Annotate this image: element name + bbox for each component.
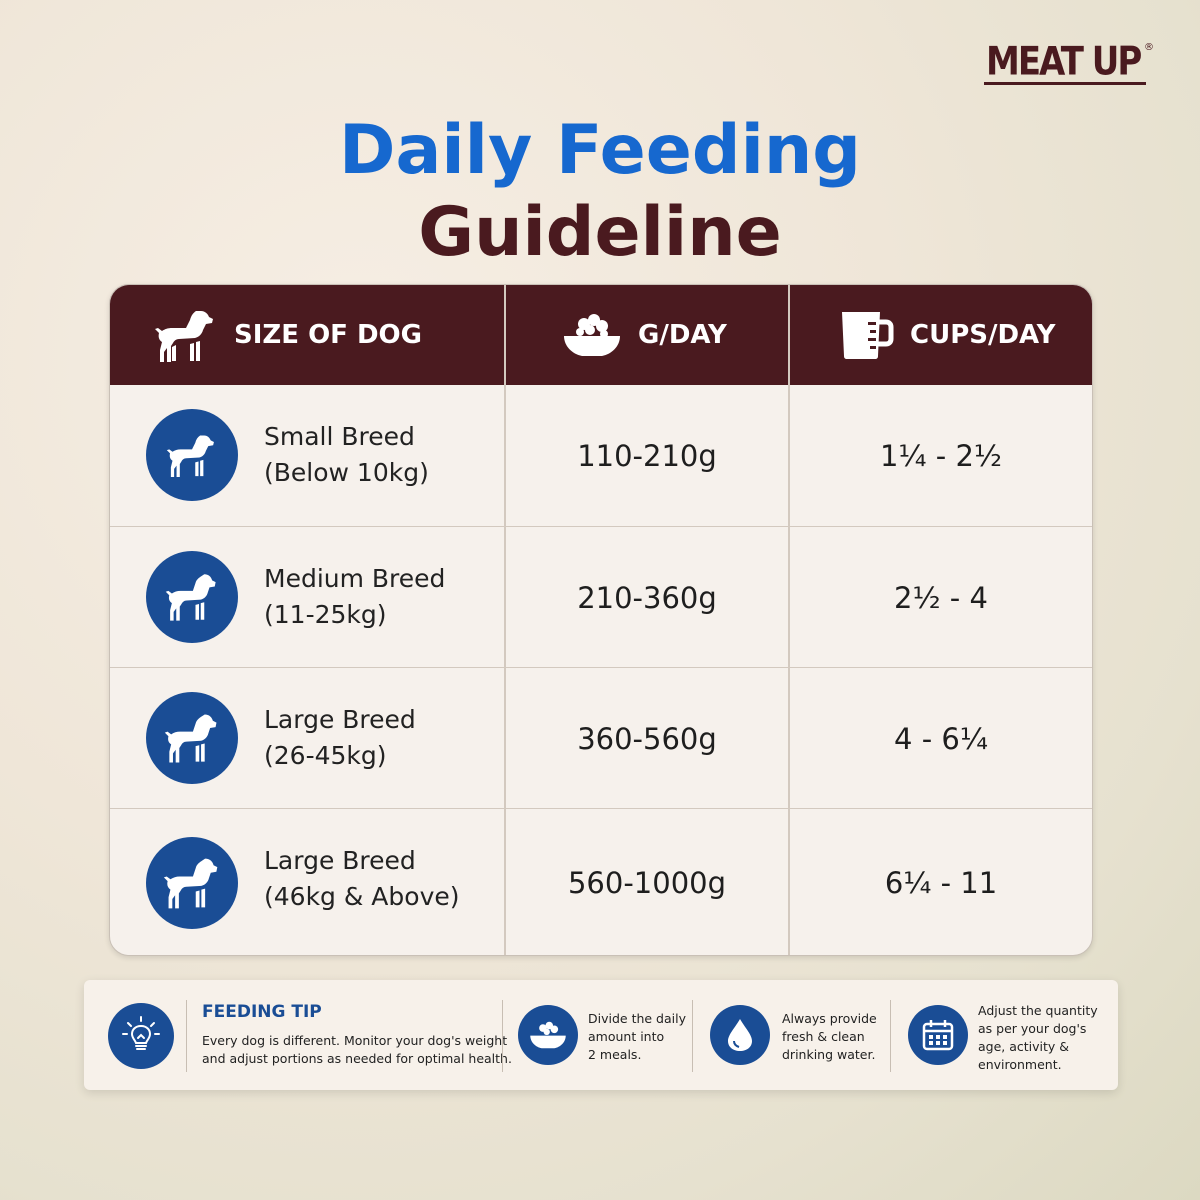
brand-name: MEAT UP — [986, 39, 1142, 85]
tip-text-line: Divide the daily — [588, 1011, 686, 1026]
water-tip-text: Always provide fresh & clean drinking wa… — [782, 1010, 877, 1064]
dog-badge — [146, 692, 238, 784]
dog-badge — [146, 551, 238, 643]
cups-per-day: 6¼ - 11 — [884, 865, 998, 900]
tip-divider — [692, 1000, 693, 1072]
feeding-tips-bar: FEEDING TIP Every dog is different. Moni… — [84, 980, 1118, 1090]
dog-badge — [146, 409, 238, 501]
table-row: Medium Breed (11-25kg) 210-360g 2½ - 4 — [110, 526, 1092, 668]
adjust-tip-text: Adjust the quantity as per your dog's ag… — [978, 1002, 1098, 1074]
breed-weight-range: (26-45kg) — [264, 741, 387, 770]
measuring-cup-icon — [842, 312, 894, 359]
feeding-tip-text: Every dog is different. Monitor your dog… — [202, 1032, 512, 1068]
brand-logo: MEAT UP ® — [978, 36, 1158, 92]
food-bowl-icon — [530, 1021, 566, 1049]
dog-badge — [146, 837, 238, 929]
column-divider — [504, 285, 506, 955]
title-line-2: Guideline — [418, 193, 782, 272]
dog-icon — [165, 574, 216, 621]
tip-text-line: as per your dog's — [978, 1021, 1087, 1036]
calendar-icon — [922, 1020, 954, 1051]
breed-weight-range: (46kg & Above) — [264, 882, 460, 911]
dog-icon — [163, 858, 218, 909]
cups-per-day: 4 - 6¼ — [894, 721, 988, 756]
page-title: Daily Feeding Guideline — [0, 110, 1200, 274]
cups-per-day: 1¼ - 2½ — [879, 438, 1003, 473]
tip-divider — [890, 1000, 891, 1072]
cups-per-day: 2½ - 4 — [894, 580, 988, 615]
breed-label: Large Breed (26-45kg) — [264, 702, 416, 774]
breed-weight-range: (11-25kg) — [264, 600, 387, 629]
tip-text-line: 2 meals. — [588, 1047, 642, 1062]
breed-label: Small Breed (Below 10kg) — [264, 419, 429, 491]
breed-name: Large Breed — [264, 846, 416, 875]
column-divider — [788, 285, 790, 955]
grams-per-day: 560-1000g — [567, 865, 727, 900]
header-label: CUPS/DAY — [910, 320, 1056, 350]
breed-label: Medium Breed (11-25kg) — [264, 561, 445, 633]
header-label: G/DAY — [638, 320, 727, 350]
breed-name: Medium Breed — [264, 564, 446, 593]
lightbulb-icon — [122, 1016, 160, 1050]
meals-tip-text: Divide the daily amount into 2 meals. — [588, 1010, 686, 1064]
tip-icon-circle — [908, 1005, 968, 1065]
brand-underline — [984, 82, 1146, 85]
feeding-table: SIZE OF DOG G/DAY CUPS/DAY — [109, 284, 1093, 956]
tip-text-line: age, activity & — [978, 1039, 1070, 1054]
feeding-tip-title: FEEDING TIP — [202, 1002, 322, 1022]
tip-text-line: amount into — [588, 1029, 665, 1044]
header-cups-per-day: CUPS/DAY — [840, 285, 1056, 385]
brand-registered-mark: ® — [1144, 42, 1154, 53]
tip-icon-circle — [108, 1003, 174, 1069]
dog-icon — [164, 714, 217, 763]
tip-text-line: Adjust the quantity — [978, 1003, 1098, 1018]
tip-text-line: and adjust portions as needed for optima… — [202, 1051, 512, 1066]
tip-divider — [502, 1000, 503, 1072]
grams-per-day: 210-360g — [577, 580, 717, 615]
table-header: SIZE OF DOG G/DAY CUPS/DAY — [110, 285, 1092, 385]
table-row: Large Breed (26-45kg) 360-560g 4 - 6¼ — [110, 667, 1092, 809]
tip-text-line: Every dog is different. Monitor your dog… — [202, 1033, 508, 1048]
header-size-of-dog: SIZE OF DOG — [154, 285, 422, 385]
tip-icon-circle — [518, 1005, 578, 1065]
grams-per-day: 110-210g — [577, 438, 717, 473]
tip-divider — [186, 1000, 187, 1072]
header-label: SIZE OF DOG — [234, 320, 423, 350]
dog-icon — [166, 435, 214, 477]
breed-weight-range: (Below 10kg) — [264, 458, 429, 487]
tip-icon-circle — [710, 1005, 770, 1065]
tip-text-line: drinking water. — [782, 1047, 876, 1062]
title-line-1: Daily Feeding — [339, 111, 861, 190]
table-row: Large Breed (46kg & Above) 560-1000g 6¼ … — [110, 808, 1092, 955]
header-g-per-day: G/DAY — [562, 285, 727, 385]
tip-text-line: Always provide — [782, 1011, 877, 1026]
table-row: Small Breed (Below 10kg) 110-210g 1¼ - 2… — [110, 385, 1092, 526]
breed-name: Small Breed — [264, 422, 415, 451]
tip-text-line: fresh & clean — [782, 1029, 865, 1044]
grams-per-day: 360-560g — [577, 721, 717, 756]
food-bowl-icon — [564, 314, 620, 356]
water-drop-icon — [728, 1019, 752, 1051]
dog-icon — [155, 311, 213, 362]
breed-label: Large Breed (46kg & Above) — [264, 843, 460, 915]
tip-text-line: environment. — [978, 1057, 1062, 1072]
breed-name: Large Breed — [264, 705, 416, 734]
